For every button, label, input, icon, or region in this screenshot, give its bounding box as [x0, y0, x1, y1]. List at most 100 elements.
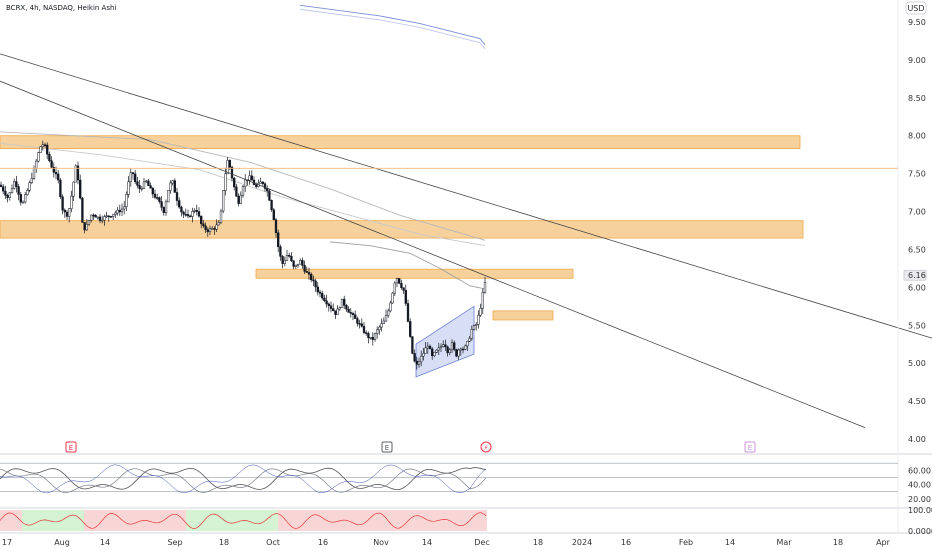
event-marker[interactable]: E	[744, 441, 756, 453]
candle-body	[362, 325, 366, 333]
stoch-tick-label: 0.0000	[908, 527, 932, 536]
candle	[208, 225, 212, 235]
trendline[interactable]	[0, 53, 932, 339]
candle	[332, 303, 335, 312]
y-tick-label: 7.00	[908, 208, 926, 217]
candle-body	[406, 303, 410, 322]
candle-body	[288, 255, 291, 257]
candle-body	[431, 348, 434, 357]
candle	[437, 342, 440, 355]
trendline[interactable]	[0, 80, 866, 428]
candle-body	[345, 305, 348, 310]
candle	[2, 183, 5, 195]
candle	[415, 356, 418, 370]
candle	[54, 166, 58, 180]
candle-body	[358, 323, 361, 325]
price-channel[interactable]	[415, 305, 475, 378]
event-marker[interactable]: E	[381, 441, 393, 453]
candle	[384, 309, 388, 322]
y-tick-label: 6.00	[908, 283, 926, 292]
last-price-box	[903, 269, 927, 281]
candle-body	[334, 310, 337, 315]
candle	[81, 197, 84, 223]
candle	[61, 194, 64, 215]
candle-body	[384, 315, 388, 322]
candle	[409, 318, 412, 339]
candle	[142, 177, 146, 190]
candle-body	[112, 214, 115, 217]
candle	[65, 209, 69, 221]
candle	[189, 214, 192, 218]
currency-button[interactable]: USD	[905, 1, 927, 15]
candle	[433, 351, 436, 358]
candle-body	[422, 353, 425, 357]
y-tick-label: 9.50	[908, 18, 926, 27]
event-marker[interactable]: ⚡	[480, 441, 492, 453]
candle-body	[2, 186, 5, 192]
candle-body	[250, 175, 253, 181]
candle-body	[318, 291, 322, 294]
candle	[241, 184, 245, 198]
x-tick-label: 16	[318, 538, 328, 547]
candle-body	[237, 196, 240, 204]
candle-body	[35, 160, 38, 169]
candle	[173, 178, 176, 193]
candle-body	[373, 333, 377, 340]
candle	[26, 188, 29, 196]
candle	[175, 188, 179, 206]
candle	[296, 263, 300, 268]
candle	[305, 266, 308, 273]
candle	[171, 180, 174, 186]
candle	[248, 170, 251, 185]
oscillator-line-blue	[0, 464, 487, 494]
event-marker[interactable]: E	[65, 441, 77, 453]
candle-body	[391, 292, 394, 304]
supply-demand-zone[interactable]	[492, 310, 554, 321]
candle	[299, 258, 302, 265]
candle	[444, 339, 447, 351]
candle-body	[217, 222, 220, 226]
event-marker-label: E	[69, 444, 73, 452]
candle-body	[255, 184, 258, 187]
candle	[151, 187, 154, 199]
candle-body	[459, 348, 462, 351]
candle	[123, 200, 126, 215]
candle	[109, 215, 113, 218]
candle	[288, 252, 291, 258]
candle	[184, 208, 187, 217]
candle-body	[296, 263, 300, 266]
candle	[32, 165, 36, 180]
candle	[98, 214, 102, 224]
candle-body	[468, 338, 471, 342]
candle-body	[10, 188, 14, 193]
candle	[483, 277, 487, 294]
candle	[39, 146, 42, 153]
candle-body	[369, 337, 372, 339]
candle-body	[94, 214, 97, 218]
candle	[114, 210, 117, 218]
candle	[376, 326, 379, 339]
candle	[259, 177, 262, 184]
candle	[336, 305, 339, 315]
upper-indicator-line	[299, 8, 486, 49]
candle-body	[83, 222, 86, 231]
candle	[140, 185, 143, 192]
event-marker-label: ⚡	[484, 444, 489, 452]
x-tick-label: 18	[533, 538, 543, 547]
candle	[329, 301, 333, 313]
candle-body	[17, 186, 20, 195]
candle-body	[457, 349, 460, 357]
supply-demand-zone[interactable]	[255, 268, 574, 279]
candle	[239, 191, 242, 205]
candle	[206, 227, 209, 237]
candle-body	[395, 278, 399, 284]
y-tick-label: 8.00	[908, 132, 926, 141]
candle	[202, 220, 205, 228]
candle-body	[420, 355, 423, 363]
candle-body	[0, 184, 3, 187]
candle	[235, 183, 238, 197]
supply-demand-zone[interactable]	[0, 135, 801, 150]
candle-body	[147, 180, 150, 186]
candle	[442, 340, 445, 348]
